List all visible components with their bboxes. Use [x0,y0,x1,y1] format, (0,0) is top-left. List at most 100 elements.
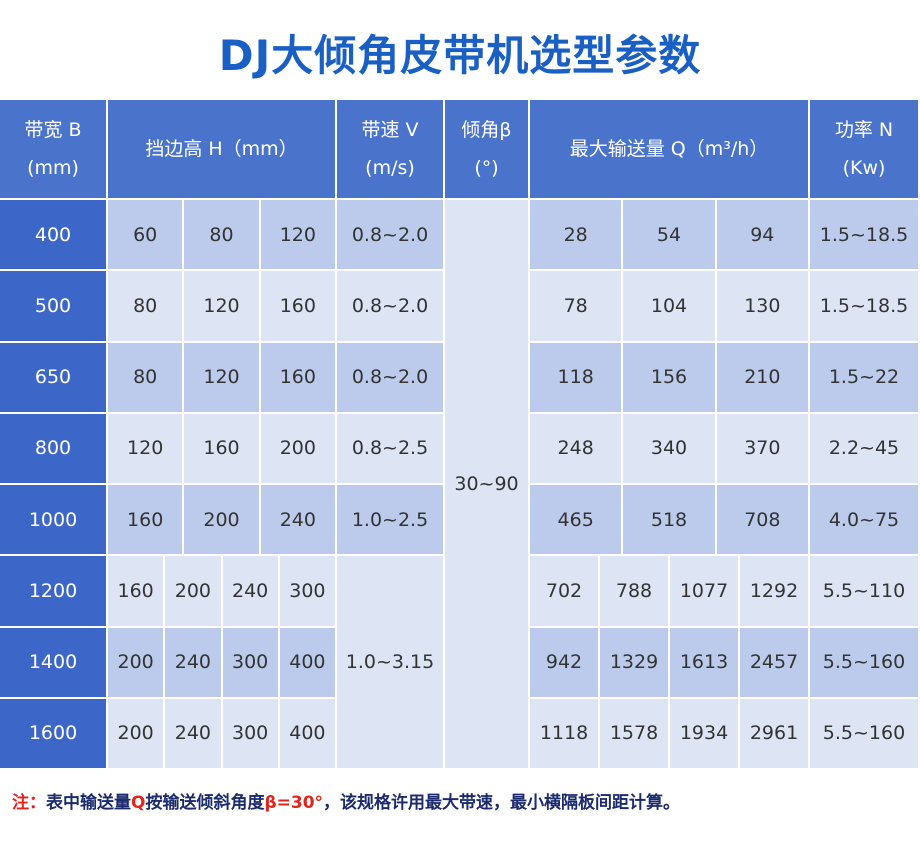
capacity-cell: 1578 [600,698,670,770]
capacity-cell-text: 1077 [679,579,729,602]
capacity-cell-text: 210 [744,366,781,389]
height-cell-text: 300 [231,651,269,674]
speed-merged: 1.0~3.15 [337,556,445,770]
header-power-line: 功率 N [834,119,894,141]
capacity-cell-text: 156 [650,366,688,389]
capacity-cell-text: 518 [650,508,688,531]
capacity-cell-text: 788 [615,579,653,602]
capacity-cell-text: 104 [650,294,688,317]
capacity-cell: 28 [530,200,624,272]
footnote-part: ，该规格许用最大带速，最小横隔板间距计算。 [323,793,681,813]
height-cell-text: 300 [231,722,269,745]
power-text: 4.0~75 [828,508,900,531]
capacity-cell-text: 2457 [749,651,799,674]
capacity-cell-text: 1578 [609,722,659,745]
capacity-cell: 518 [623,485,717,557]
height-cell-text: 120 [203,366,240,389]
capacity-cell: 1077 [670,556,740,628]
footnote-part: 注： [12,793,46,813]
height-cell-text: 200 [203,508,240,531]
height-cell: 240 [165,627,223,699]
header-width-line: 带宽 B [24,119,82,141]
height-cell: 200 [184,485,261,557]
height-cell: 200 [108,698,166,770]
power-cell: 2.2~45 [810,413,920,485]
power-text: 5.5~160 [822,722,906,745]
capacity-cell: 788 [600,556,670,628]
header-power-line: (Kw) [842,157,886,179]
width-text: 1200 [28,579,78,602]
capacity-cell-text: 1118 [539,722,589,745]
header-power: 功率 N (Kw) [810,100,920,200]
capacity-cell: 78 [530,271,624,343]
footnote-part: β=30° [264,793,324,813]
power-cell: 5.5~160 [810,627,920,699]
header-width: 带宽 B (mm) [0,100,108,200]
height-cell: 160 [108,485,185,557]
header-speed-line: (m/s) [365,157,415,179]
capacity-cell: 104 [623,271,717,343]
height-cell-text: 120 [127,437,164,460]
speed-cell: 0.8~2.0 [337,200,445,272]
power-cell: 1.5~18.5 [810,271,920,343]
row-width: 400 [0,200,108,272]
capacity-cell-text: 340 [650,437,688,460]
height-cell: 120 [108,413,185,485]
height-cell: 200 [108,627,166,699]
power-text: 1.5~18.5 [819,294,909,317]
footnote: 注：表中输送量Q按输送倾斜角度β=30°，该规格许用最大带速，最小横隔板间距计算… [12,788,680,813]
height-cell: 80 [108,342,185,414]
capacity-cell: 1613 [670,627,740,699]
height-cell: 240 [165,698,223,770]
height-cell-text: 160 [117,579,154,602]
height-cell-text: 80 [133,366,158,389]
height-cell-text: 400 [289,722,326,745]
capacity-cell-text: 370 [744,437,781,460]
height-cell: 80 [184,200,261,272]
header-angle: 倾角β (°) [445,100,530,200]
speed-cell: 0.8~2.0 [337,271,445,343]
speed-cell: 0.8~2.5 [337,413,445,485]
capacity-cell: 118 [530,342,624,414]
height-cell-text: 240 [174,651,211,674]
capacity-cell-text: 130 [744,294,781,317]
height-cell-text: 240 [174,722,211,745]
speed-text: 1.0~2.5 [351,508,429,531]
capacity-cell-text: 118 [557,366,594,389]
capacity-cell: 2457 [740,627,810,699]
capacity-cell-text: 942 [545,651,583,674]
height-cell: 120 [184,342,261,414]
row-width: 500 [0,271,108,343]
speed-text: 0.8~2.0 [351,223,429,246]
height-cell-text: 240 [231,579,269,602]
capacity-cell: 702 [530,556,600,628]
power-text: 5.5~110 [822,579,906,602]
power-cell: 5.5~160 [810,698,920,770]
height-cell-text: 200 [174,579,211,602]
header-width-line: (mm) [27,157,79,179]
header-height: 挡边高 H（mm） [108,100,337,200]
capacity-cell: 248 [530,413,624,485]
height-cell: 80 [108,271,185,343]
height-cell: 120 [260,200,337,272]
capacity-cell: 465 [530,485,624,557]
capacity-cell-text: 94 [750,223,775,246]
capacity-cell-text: 1329 [609,651,659,674]
capacity-cell: 1118 [530,698,600,770]
height-cell: 160 [260,342,337,414]
capacity-cell-text: 1613 [679,651,729,674]
height-cell-text: 200 [117,651,154,674]
height-cell-text: 200 [279,437,316,460]
speed-text: 0.8~2.0 [351,294,429,317]
header-angle-line: (°) [474,157,499,179]
capacity-cell: 210 [716,342,810,414]
height-cell-text: 160 [279,294,316,317]
header-angle-line: 倾角β [461,119,512,141]
angle-merged: 30~90 [445,200,530,770]
height-cell-text: 80 [209,223,234,246]
header-capacity-line: 最大输送量 Q（m³/h） [569,138,769,160]
height-cell: 200 [165,556,223,628]
height-cell: 400 [279,627,337,699]
height-cell-text: 120 [279,223,316,246]
header-capacity: 最大输送量 Q（m³/h） [530,100,810,200]
